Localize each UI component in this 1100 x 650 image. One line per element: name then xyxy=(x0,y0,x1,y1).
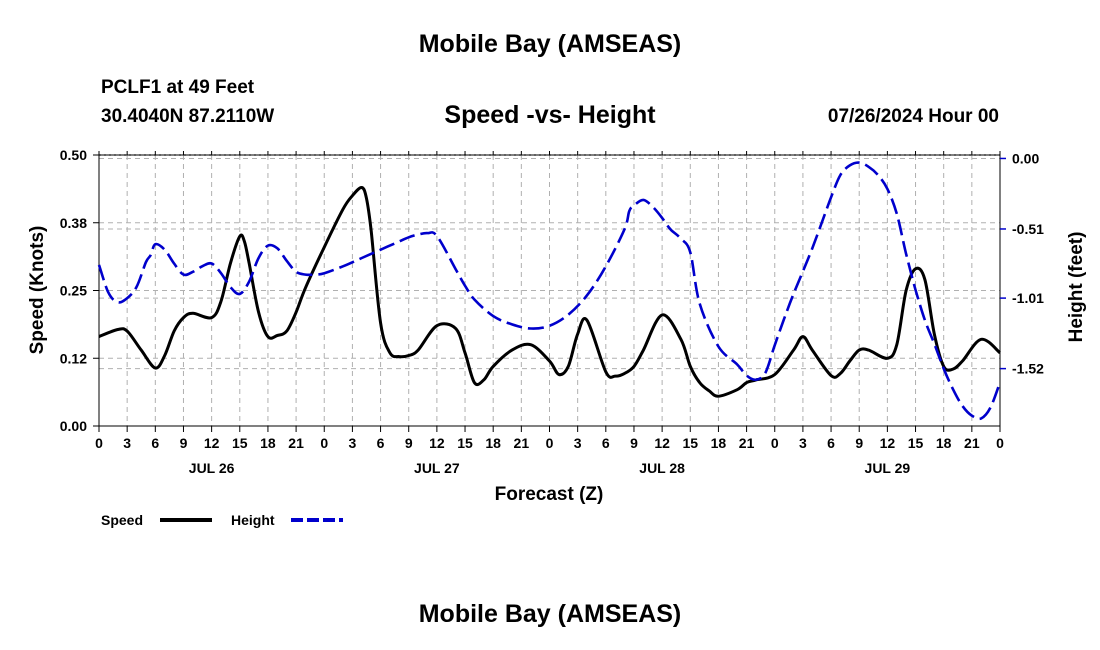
x-tick-label: 0 xyxy=(95,435,103,451)
x-tick-label: 12 xyxy=(429,435,445,451)
x-tick-label: 9 xyxy=(855,435,863,451)
legend-speed-label: Speed xyxy=(101,512,143,528)
x-tick-label: 0 xyxy=(546,435,554,451)
y-axis-ticks: 0.00 0.12 0.25 0.38 0.50 xyxy=(60,147,99,434)
main-title: Mobile Bay (AMSEAS) xyxy=(418,30,682,58)
y-tick-label: 0.25 xyxy=(60,283,87,299)
x-tick-label: 15 xyxy=(457,435,473,451)
legend-height-label: Height xyxy=(231,512,275,528)
x-tick-label: 3 xyxy=(123,435,131,451)
x-tick-label: 15 xyxy=(232,435,248,451)
x-tick-label: 3 xyxy=(349,435,357,451)
x-axis-title: Forecast (Z) xyxy=(495,484,604,505)
series-line-speed xyxy=(98,186,1001,398)
station-label: PCLF1 at 49 Feet xyxy=(101,77,255,98)
station-coordinates: 30.4040N 87.2110W xyxy=(101,106,275,127)
y2-tick-label: -0.51 xyxy=(1012,221,1044,237)
x-tick-label: 0 xyxy=(320,435,328,451)
x-tick-label: 0 xyxy=(771,435,779,451)
y-tick-label: 0.12 xyxy=(60,350,87,366)
x-tick-label: 0 xyxy=(996,435,1004,451)
y2-tick-label: 0.00 xyxy=(1012,150,1039,166)
x-tick-label: 18 xyxy=(260,435,276,451)
x-tick-label: 6 xyxy=(151,435,159,451)
x-tick-label: 6 xyxy=(377,435,385,451)
x-day-label: JUL 27 xyxy=(414,460,460,476)
y2-tick-label: -1.52 xyxy=(1012,361,1044,377)
chart-subtitle: Speed -vs- Height xyxy=(444,101,656,129)
x-tick-label: 6 xyxy=(827,435,835,451)
x-tick-label: 3 xyxy=(799,435,807,451)
x-tick-label: 21 xyxy=(964,435,980,451)
y2-tick-label: -1.01 xyxy=(1012,290,1044,306)
x-tick-label: 12 xyxy=(880,435,896,451)
y2-axis-ticks: 0.00 -0.51 -1.01 -1.52 xyxy=(1000,150,1044,377)
x-tick-label: 18 xyxy=(936,435,952,451)
x-tick-label: 9 xyxy=(180,435,188,451)
forecast-run-time: 07/26/2024 Hour 00 xyxy=(827,106,999,127)
y-tick-label: 0.50 xyxy=(60,147,87,163)
x-tick-label: 15 xyxy=(908,435,924,451)
x-tick-label: 6 xyxy=(602,435,610,451)
x-tick-label: 18 xyxy=(711,435,727,451)
x-tick-label: 9 xyxy=(630,435,638,451)
series-lines xyxy=(97,161,1002,421)
x-day-label: JUL 26 xyxy=(189,460,235,476)
y-tick-label: 0.38 xyxy=(60,215,87,231)
x-tick-label: 12 xyxy=(204,435,220,451)
series-line-height xyxy=(97,161,1002,421)
x-tick-label: 21 xyxy=(288,435,304,451)
y-axis-title: Speed (Knots) xyxy=(27,226,48,355)
x-axis-ticks: 0 3 6 9 12 15 18 21 0 3 6 9 12 15 18 21 0 3 6 9 12 15 18 21 0 3 6 9… xyxy=(95,151,1004,476)
grid-lines xyxy=(99,155,1000,426)
x-day-label: JUL 28 xyxy=(639,460,685,476)
footer-title: Mobile Bay (AMSEAS) xyxy=(418,600,682,628)
x-tick-label: 21 xyxy=(739,435,755,451)
x-tick-label: 18 xyxy=(485,435,501,451)
y2-axis-title: Height (feet) xyxy=(1066,232,1087,343)
x-tick-label: 15 xyxy=(682,435,698,451)
y-tick-label: 0.00 xyxy=(60,418,87,434)
x-tick-label: 3 xyxy=(574,435,582,451)
x-tick-label: 9 xyxy=(405,435,413,451)
x-day-label: JUL 29 xyxy=(865,460,911,476)
x-tick-label: 12 xyxy=(654,435,670,451)
x-tick-label: 21 xyxy=(514,435,530,451)
legend: Speed Height xyxy=(101,512,343,528)
